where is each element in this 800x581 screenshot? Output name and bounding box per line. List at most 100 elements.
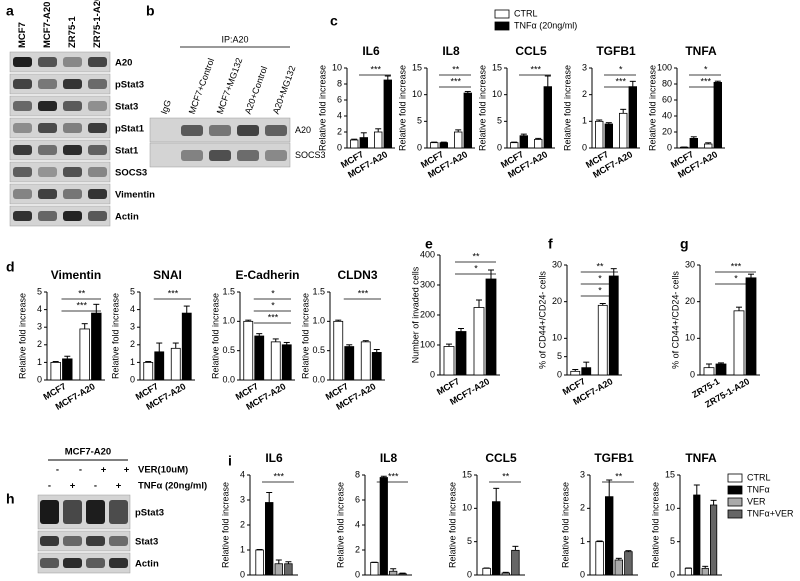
blot-band: [265, 125, 287, 136]
y-tick-label: 1: [130, 357, 135, 367]
legend-label: CTRL: [514, 8, 538, 18]
legend-swatch: [727, 485, 743, 495]
bar: [398, 573, 407, 576]
y-axis-label: Relative fold increase: [562, 65, 572, 151]
treatment-label: TNFα (20ng/ml): [138, 481, 207, 492]
bar: [373, 131, 383, 149]
y-tick-label: 2: [582, 89, 587, 99]
row-label: Vimentin: [115, 190, 155, 201]
bar: [349, 139, 359, 149]
blot-strip: [9, 183, 111, 205]
blot-strip: [37, 552, 131, 574]
y-axis-label: Relative fold increase: [397, 65, 407, 151]
y-tick-label: 20: [662, 126, 672, 136]
y-axis-label: Relative fold increase: [477, 65, 487, 151]
y-axis-label: Number of invaded cells: [410, 266, 420, 363]
y-tick-label: 10: [552, 333, 562, 343]
blot-band: [63, 500, 82, 524]
chart-title: TGFB1: [594, 451, 634, 465]
blot-band: [237, 150, 259, 161]
chart-title: E-Cadherin: [235, 268, 299, 282]
bar: [284, 563, 293, 576]
y-tick-label: 80: [662, 78, 672, 88]
bar: [371, 352, 382, 381]
bar: [453, 131, 463, 149]
y-tick-label: 0.5: [312, 345, 325, 355]
y-tick-label: 1.0: [222, 316, 235, 326]
bar: [383, 79, 392, 149]
y-tick-label: 20: [552, 296, 562, 306]
blot-band: [38, 79, 57, 89]
significance-label: ***: [531, 64, 542, 74]
blot-band: [63, 79, 82, 89]
legend-swatch: [494, 9, 510, 19]
y-tick-label: 5: [497, 116, 502, 126]
bar: [254, 335, 265, 381]
chart-title: SNAI: [153, 268, 182, 282]
y-tick-label: 4: [37, 304, 42, 314]
y-axis-label: Relative fold increase: [560, 482, 570, 568]
y-tick-label: 4: [337, 110, 342, 120]
legend-swatch: [494, 21, 510, 31]
chart-title: CCL5: [515, 44, 547, 58]
bar: [543, 86, 552, 149]
treatment-sign: +: [70, 481, 76, 492]
blot-band: [13, 145, 32, 155]
lane-label: MCF7+MG132: [215, 56, 245, 115]
chart-title: CLDN3: [337, 268, 377, 282]
significance-label: *: [271, 288, 275, 298]
lane-label: MCF7-A20: [42, 2, 53, 48]
chart-title: Vimentin: [51, 268, 101, 282]
panel-letter: g: [680, 236, 689, 252]
significance-label: *: [619, 64, 623, 74]
significance-label: **: [502, 471, 510, 481]
y-axis-label: Relative fold increase: [650, 482, 660, 568]
bar: [619, 112, 628, 149]
y-axis-label: Relative fold increase: [210, 293, 220, 379]
lane-label: MCF7: [17, 22, 28, 48]
y-tick-label: 0: [467, 569, 472, 579]
bar: [491, 501, 501, 576]
panel-letter: f: [548, 236, 553, 252]
bar: [693, 494, 701, 576]
y-axis-label: Relative fold increase: [17, 293, 27, 379]
chart-title: TNFA: [685, 451, 717, 465]
legend-label: VER: [747, 496, 766, 506]
blot-band: [88, 57, 107, 67]
row-label: SOCS3: [295, 150, 326, 160]
bar: [181, 312, 192, 381]
blot-band: [38, 57, 57, 67]
y-tick-label: 0.0: [222, 374, 235, 384]
y-tick-label: 3: [37, 322, 42, 332]
row-label: A20: [115, 58, 132, 69]
blot-band: [13, 167, 32, 177]
blot-band: [88, 167, 107, 177]
y-tick-label: 10: [665, 503, 675, 513]
y-tick-label: 5: [37, 286, 42, 296]
blot-band: [38, 167, 57, 177]
y-tick-label: 0: [37, 374, 42, 384]
chart-title: IL8: [442, 44, 460, 58]
y-tick-label: 2: [240, 519, 245, 529]
blot-band: [109, 558, 128, 568]
bar: [604, 123, 613, 149]
blot-band: [88, 101, 107, 111]
row-label: Stat3: [135, 537, 158, 548]
blot-band: [88, 79, 107, 89]
legend-swatch: [727, 473, 743, 483]
blot-band: [63, 211, 82, 221]
bar: [595, 541, 604, 576]
treatment-sign: -: [48, 481, 51, 492]
blot-band: [13, 79, 32, 89]
y-tick-label: 5: [417, 116, 422, 126]
y-tick-label: 0: [430, 369, 435, 379]
significance-label: ***: [274, 471, 285, 481]
bar: [255, 549, 264, 576]
y-tick-label: 2: [130, 339, 135, 349]
bar: [703, 367, 715, 376]
legend-swatch: [727, 509, 743, 519]
y-tick-label: 1: [240, 544, 245, 554]
y-tick-label: 5: [670, 536, 675, 546]
blot-band: [88, 123, 107, 133]
y-tick-label: 0: [667, 142, 672, 152]
